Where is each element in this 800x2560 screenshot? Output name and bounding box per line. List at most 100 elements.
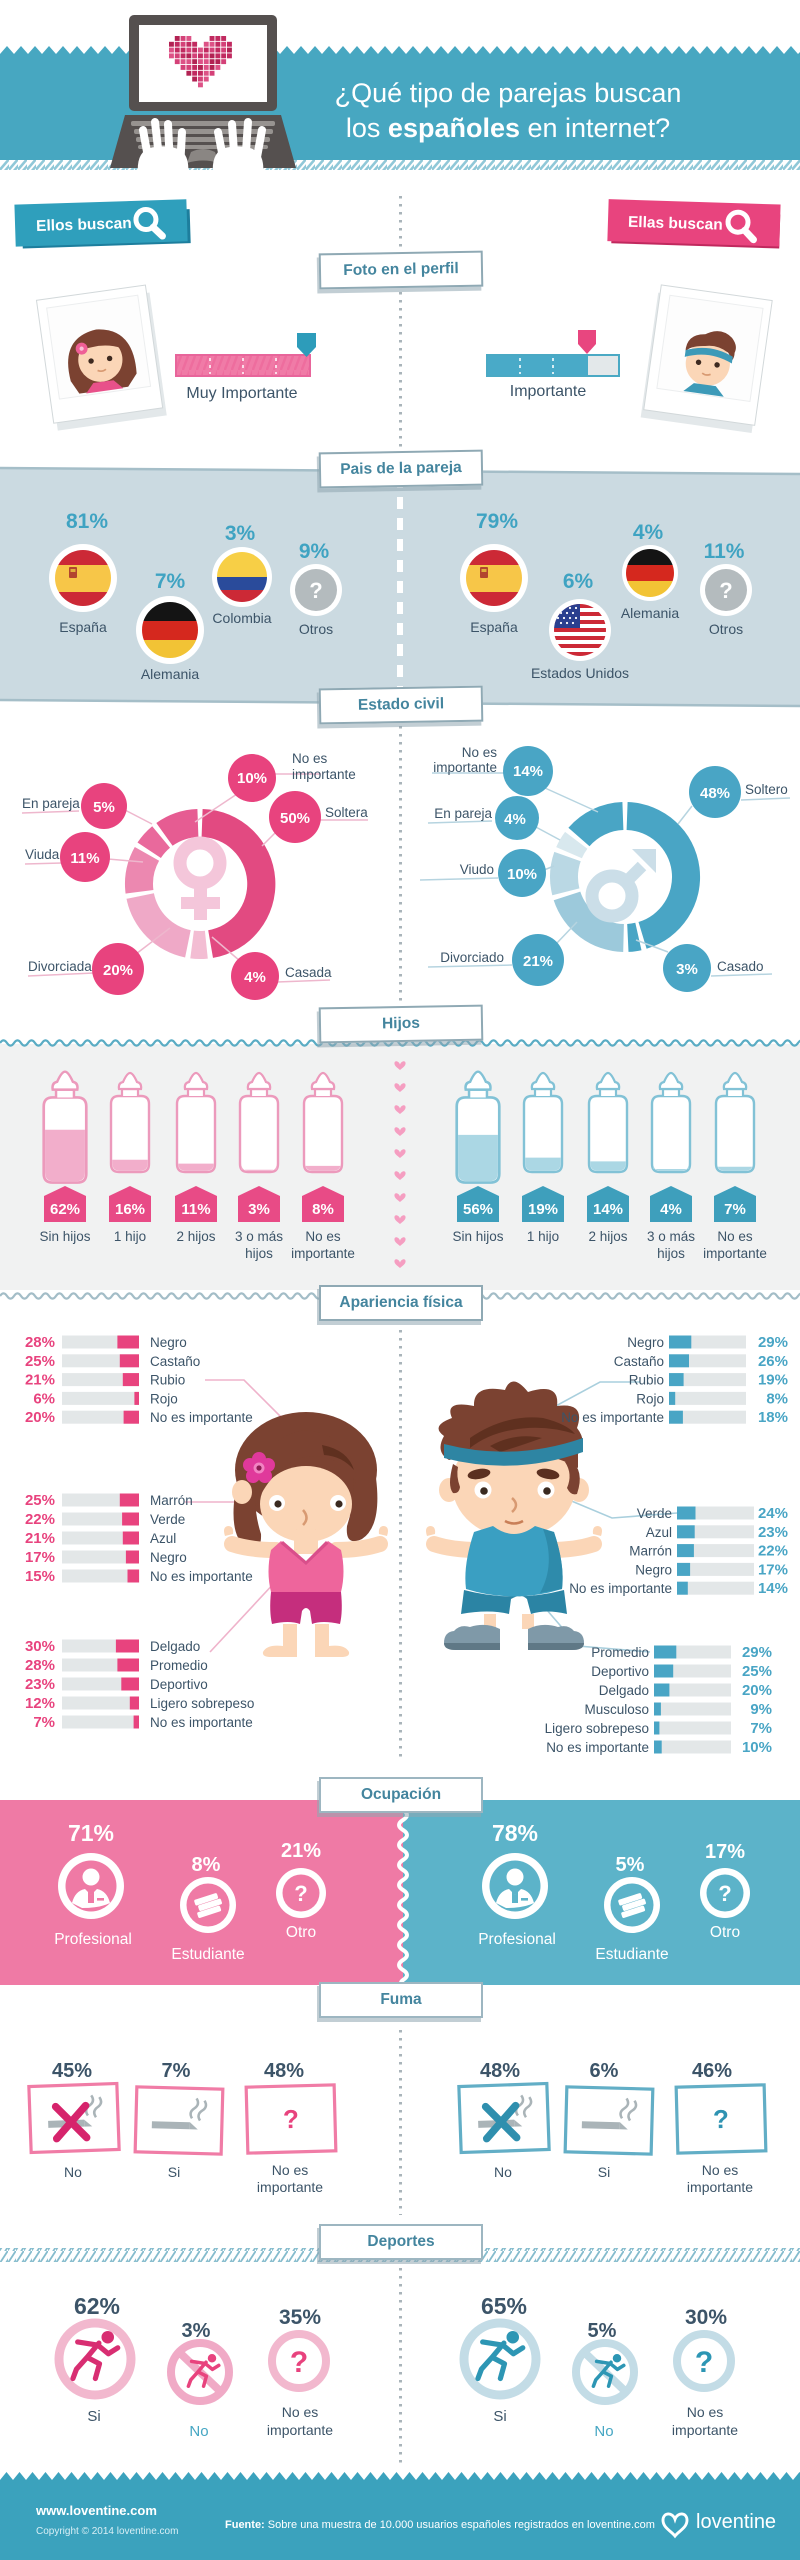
svg-text:Fuente: Sobre una muestra de 1: Fuente: Sobre una muestra de 10.000 usua… — [225, 2519, 655, 2531]
svg-text:4%: 4% — [504, 811, 526, 828]
svg-text:Ligero sobrepeso: Ligero sobrepeso — [150, 1696, 254, 1711]
svg-text:26%: 26% — [758, 1353, 788, 1370]
svg-text:No es importante: No es importante — [569, 1581, 672, 1596]
svg-text:20%: 20% — [742, 1682, 772, 1699]
svg-text:21%: 21% — [25, 1372, 55, 1389]
svg-text:35%: 35% — [279, 2306, 321, 2329]
svg-text:No es: No es — [702, 2162, 739, 2178]
svg-text:Otros: Otros — [709, 621, 743, 637]
svg-text:2 hijos: 2 hijos — [176, 1229, 215, 1244]
svg-text:importante: importante — [292, 767, 356, 782]
svg-text:3%: 3% — [182, 2320, 211, 2342]
svg-text:22%: 22% — [25, 1511, 55, 1528]
svg-text:Promedio: Promedio — [150, 1658, 208, 1673]
svg-text:21%: 21% — [281, 1840, 321, 1862]
svg-text:Ellas buscan: Ellas buscan — [628, 214, 723, 234]
svg-text:Profesional: Profesional — [54, 1931, 132, 1948]
svg-text:Deportivo: Deportivo — [150, 1677, 208, 1692]
svg-text:19%: 19% — [758, 1372, 788, 1389]
svg-text:Castaño: Castaño — [614, 1354, 664, 1369]
svg-text:25%: 25% — [25, 1492, 55, 1509]
svg-text:?: ? — [713, 2104, 730, 2134]
svg-text:Negro: Negro — [635, 1562, 672, 1577]
svg-text:11%: 11% — [70, 850, 99, 867]
svg-text:Profesional: Profesional — [478, 1931, 556, 1948]
svg-text:19%: 19% — [528, 1201, 558, 1218]
svg-text:Marrón: Marrón — [150, 1493, 193, 1508]
svg-text:Castaño: Castaño — [150, 1354, 200, 1369]
svg-text:28%: 28% — [25, 1657, 55, 1674]
svg-text:No: No — [189, 2423, 208, 2440]
svg-text:3 o más: 3 o más — [647, 1229, 695, 1244]
svg-text:Otro: Otro — [710, 1924, 740, 1941]
svg-text:Alemania: Alemania — [141, 666, 200, 682]
svg-text:6%: 6% — [563, 570, 594, 593]
svg-text:No es: No es — [292, 751, 328, 766]
svg-text:81%: 81% — [66, 510, 108, 533]
svg-text:48%: 48% — [480, 2060, 520, 2082]
svg-text:Ellos buscan: Ellos buscan — [36, 215, 132, 235]
svg-text:4%: 4% — [660, 1201, 682, 1218]
svg-text:7%: 7% — [162, 2060, 191, 2082]
svg-text:5%: 5% — [93, 799, 115, 816]
svg-text:14%: 14% — [593, 1201, 623, 1218]
svg-text:Rubio: Rubio — [629, 1373, 664, 1388]
svg-text:?: ? — [283, 2104, 300, 2134]
svg-text:?: ? — [309, 578, 322, 603]
svg-text:importante: importante — [267, 2422, 333, 2438]
svg-text:Azul: Azul — [150, 1531, 176, 1546]
svg-text:En pareja: En pareja — [22, 796, 80, 811]
svg-text:28%: 28% — [25, 1334, 55, 1351]
svg-text:50%: 50% — [280, 810, 310, 827]
svg-text:14%: 14% — [758, 1580, 788, 1597]
svg-text:?: ? — [718, 1881, 731, 1906]
svg-text:Si: Si — [493, 2408, 506, 2425]
svg-text:22%: 22% — [758, 1543, 788, 1560]
svg-text:7%: 7% — [724, 1201, 746, 1218]
svg-text:Viudo: Viudo — [460, 862, 494, 877]
svg-text:No: No — [594, 2423, 613, 2440]
svg-text:No es importante: No es importante — [546, 1740, 649, 1755]
svg-text:Marrón: Marrón — [629, 1544, 672, 1559]
svg-text:?: ? — [290, 2346, 308, 2379]
svg-text:8%: 8% — [192, 1854, 221, 1876]
svg-text:No es importante: No es importante — [150, 1410, 253, 1425]
svg-text:10%: 10% — [237, 770, 267, 787]
svg-text:29%: 29% — [758, 1334, 788, 1351]
svg-text:Deportivo: Deportivo — [591, 1664, 649, 1679]
svg-text:10%: 10% — [742, 1739, 772, 1756]
svg-text:No es: No es — [272, 2162, 309, 2178]
svg-text:Ligero sobrepeso: Ligero sobrepeso — [545, 1721, 649, 1736]
svg-text:Estudiante: Estudiante — [171, 1946, 244, 1963]
svg-text:?: ? — [719, 578, 732, 603]
svg-text:16%: 16% — [115, 1201, 145, 1218]
svg-text:20%: 20% — [103, 962, 133, 979]
svg-text:Alemania: Alemania — [621, 605, 680, 621]
svg-text:3 o más: 3 o más — [235, 1229, 283, 1244]
svg-text:12%: 12% — [25, 1695, 55, 1712]
svg-text:48%: 48% — [700, 785, 730, 802]
svg-text:importante: importante — [433, 760, 497, 775]
svg-text:No: No — [64, 2164, 82, 2180]
svg-text:Colombia: Colombia — [212, 610, 271, 626]
svg-text:7%: 7% — [750, 1720, 772, 1737]
svg-text:Casada: Casada — [285, 965, 332, 980]
svg-text:21%: 21% — [25, 1530, 55, 1547]
svg-text:No es: No es — [462, 745, 498, 760]
svg-text:Rojo: Rojo — [636, 1391, 664, 1406]
svg-text:No es: No es — [687, 2404, 724, 2420]
svg-text:Si: Si — [168, 2164, 180, 2180]
svg-text:Delgado: Delgado — [150, 1639, 200, 1654]
svg-text:www.loventine.com: www.loventine.com — [35, 2503, 157, 2518]
svg-text:importante: importante — [257, 2179, 323, 2195]
svg-text:Soltero: Soltero — [745, 782, 788, 797]
svg-text:Divorciado: Divorciado — [440, 950, 504, 965]
svg-text:6%: 6% — [590, 2060, 619, 2082]
svg-text:Negro: Negro — [150, 1550, 187, 1565]
svg-text:17%: 17% — [25, 1549, 55, 1566]
svg-text:Promedio: Promedio — [591, 1645, 649, 1660]
svg-text:30%: 30% — [685, 2306, 727, 2329]
svg-text:56%: 56% — [463, 1201, 493, 1218]
svg-text:Casado: Casado — [717, 959, 764, 974]
svg-text:España: España — [470, 619, 518, 635]
